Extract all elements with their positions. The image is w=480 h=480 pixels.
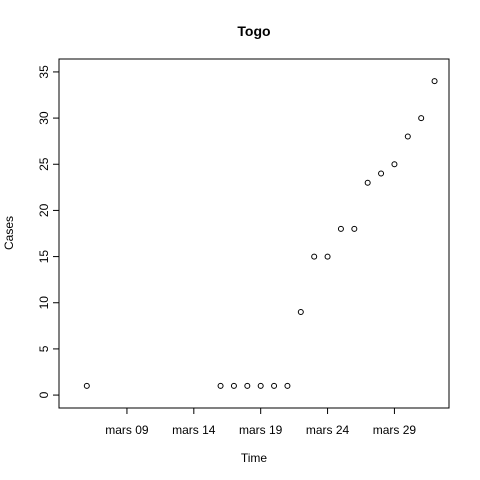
data-point [257,382,264,389]
data-point [297,308,304,315]
data-point [230,382,237,389]
y-tick-label: 5 [37,345,51,352]
data-point [337,225,344,232]
data-point [364,179,371,186]
data-point [311,253,318,260]
data-point [418,115,425,122]
data-point [271,382,278,389]
data-point [244,382,251,389]
y-tick-label: 35 [37,65,51,79]
y-tick-label: 0 [37,391,51,398]
data-point [351,225,358,232]
x-tick-label: mars 29 [373,423,417,437]
y-axis: 0 5 10 15 20 25 30 35 [37,65,59,398]
y-axis-label: Cases [2,216,16,250]
plot-frame [58,58,450,409]
y-tick-label: 30 [37,111,51,125]
y-tick-label: 15 [37,250,51,264]
data-points [83,78,438,389]
y-tick-label: 25 [37,157,51,171]
data-point [391,161,398,168]
data-point [324,253,331,260]
x-tick-label: mars 24 [306,423,350,437]
data-point [284,382,291,389]
chart-title: Togo [237,23,270,39]
x-tick-label: mars 09 [105,423,149,437]
x-axis-label: Time [241,451,268,465]
y-tick-label: 10 [37,296,51,310]
data-point [378,170,385,177]
data-point [83,382,90,389]
y-tick-label: 20 [37,203,51,217]
x-tick-label: mars 19 [239,423,283,437]
x-tick-label: mars 14 [172,423,216,437]
data-point [217,382,224,389]
data-point [404,133,411,140]
x-axis: mars 09 mars 14 mars 19 mars 24 mars 29 [105,408,416,437]
data-point [431,78,438,85]
